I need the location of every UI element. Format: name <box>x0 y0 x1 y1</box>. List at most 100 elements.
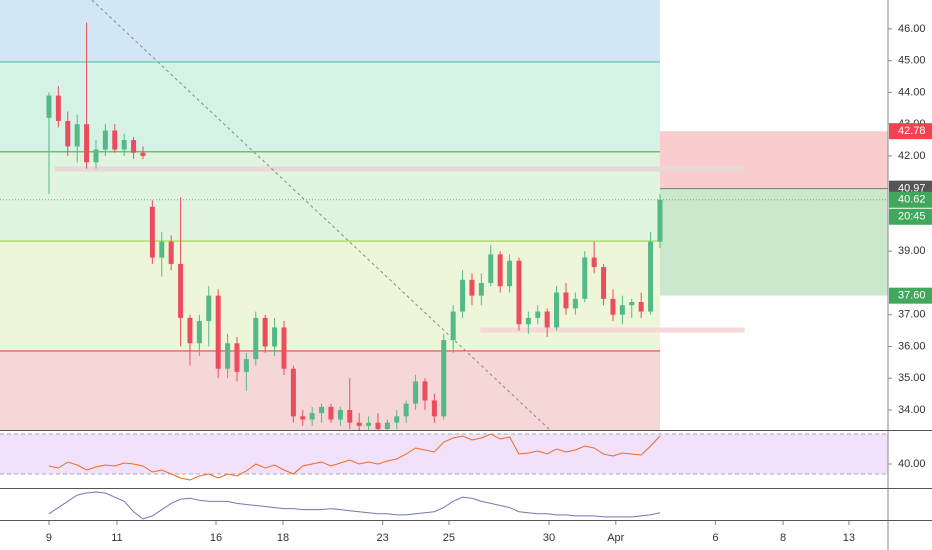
candle-body <box>55 95 61 121</box>
x-tick-label: 30 <box>543 532 555 544</box>
candle-body <box>93 149 99 163</box>
y-tick-label: 37.00 <box>898 309 926 321</box>
rsi-tick-label: 40.00 <box>898 458 926 470</box>
y-tick-label: 39.00 <box>898 245 926 257</box>
candle-body <box>394 416 400 423</box>
candle-body <box>168 241 174 264</box>
candle-body <box>460 279 466 312</box>
candle-body <box>243 359 249 372</box>
candle-body <box>262 317 268 347</box>
candle-body <box>46 95 52 118</box>
candle-body <box>281 327 287 369</box>
candle-body <box>516 260 522 325</box>
candle-body <box>554 292 560 328</box>
candle-body <box>384 422 390 430</box>
countdown: 20:45 <box>898 211 926 223</box>
candle-body <box>422 381 428 401</box>
candle-body <box>112 130 118 150</box>
candle-body <box>187 317 193 344</box>
candle-body <box>572 298 578 309</box>
price-tag <box>889 123 932 140</box>
candle-body <box>375 422 381 430</box>
y-tick-label: 44.00 <box>898 86 926 98</box>
candle-body <box>215 295 221 369</box>
x-tick-label: Apr <box>607 532 624 544</box>
candle-body <box>337 409 343 420</box>
y-tick-label: 45.00 <box>898 55 926 67</box>
rsi-line <box>48 433 661 481</box>
candle-body <box>65 120 71 147</box>
candle-body <box>638 302 644 312</box>
candle-body <box>619 305 625 315</box>
candle-body <box>413 381 419 404</box>
candle-body <box>140 152 146 156</box>
candle-body <box>149 206 155 258</box>
target-zone <box>659 131 888 189</box>
price-pane <box>0 0 888 430</box>
candle-body <box>319 406 325 414</box>
candle-body <box>563 292 569 309</box>
candle-body <box>657 199 663 242</box>
oscillator-pane <box>48 491 661 520</box>
x-tick-label: 11 <box>111 532 122 544</box>
price-tag <box>889 191 932 208</box>
candle-body <box>196 321 202 344</box>
candle-body <box>431 400 437 417</box>
x-tick-label: 23 <box>377 532 389 544</box>
price-tag-label: 40.97 <box>898 183 926 195</box>
price-tag-label: 42.78 <box>898 125 926 137</box>
candle-body <box>544 311 550 328</box>
candle-body <box>290 368 296 417</box>
candle-body <box>497 254 503 287</box>
y-tick-label: 42.00 <box>898 150 926 162</box>
candle-body <box>178 263 184 318</box>
candle-body <box>441 340 447 417</box>
candle-body <box>272 327 278 347</box>
y-tick-label: 35.00 <box>898 372 926 384</box>
candle-body <box>253 317 259 360</box>
candle-body <box>102 130 108 150</box>
x-tick-label: 25 <box>443 532 455 544</box>
x-tick-label: 9 <box>46 532 52 544</box>
candle-body <box>84 124 90 163</box>
candle-body <box>507 260 513 287</box>
candle-body <box>591 257 597 268</box>
candle-body <box>206 295 212 322</box>
candle-body <box>225 343 231 369</box>
candle-body <box>121 140 127 150</box>
y-tick-label: 46.00 <box>898 23 926 35</box>
candle-body <box>328 406 334 420</box>
candle-body <box>450 311 456 341</box>
x-tick-label: 13 <box>843 532 855 544</box>
trend-line <box>91 0 551 430</box>
candle-body <box>488 254 494 283</box>
candle-body <box>525 317 531 325</box>
fib-zone <box>0 61 660 152</box>
y-tick-label: 34.00 <box>898 404 926 416</box>
candle-body <box>74 124 80 147</box>
candle-body <box>300 416 306 420</box>
candle-body <box>582 257 588 299</box>
candle-body <box>159 241 165 258</box>
price-tag-label: 37.60 <box>898 290 926 302</box>
candle-body <box>234 343 240 372</box>
x-tick-label: 6 <box>712 532 718 544</box>
x-tick-label: 18 <box>277 532 289 544</box>
price-tag <box>889 287 932 304</box>
x-tick-label: 8 <box>780 532 786 544</box>
candle-body <box>478 282 484 296</box>
rsi-pane <box>0 433 888 481</box>
candle-body <box>347 409 353 423</box>
fib-zone <box>0 0 660 62</box>
countdown-box <box>889 208 932 225</box>
candle-body <box>309 413 315 420</box>
candle-body <box>610 298 616 315</box>
stop-zone <box>659 188 888 296</box>
candle-body <box>535 311 541 318</box>
x-tick-label: 16 <box>210 532 222 544</box>
candle-body <box>601 267 607 299</box>
fib-zone <box>0 151 660 242</box>
